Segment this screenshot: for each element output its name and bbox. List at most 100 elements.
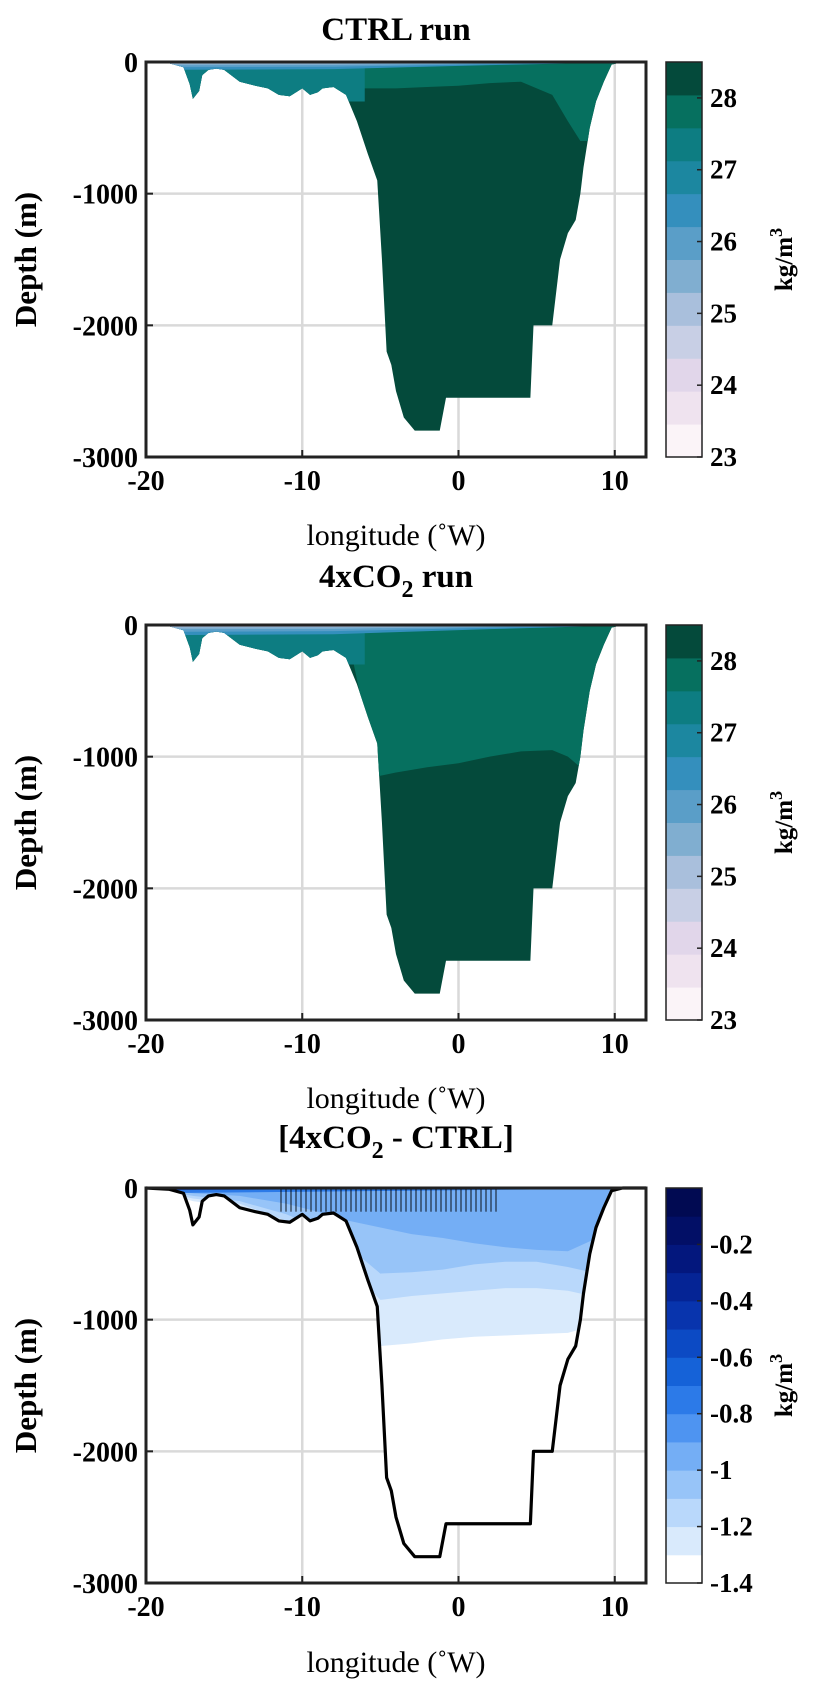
colorbar-label: kg/m3 — [766, 1354, 798, 1417]
colorbar-segment — [666, 226, 702, 260]
colorbar-label: kg/m3 — [766, 228, 798, 291]
colorbar-tick-label: -0.2 — [710, 1229, 753, 1259]
colorbar-tick-label: 26 — [710, 790, 737, 820]
colorbar-segment — [666, 1300, 702, 1330]
colorbar-segment — [666, 1244, 702, 1274]
colorbar-segment — [666, 424, 702, 458]
colorbar-segment — [666, 1413, 702, 1443]
chart-title: [4xCO2 - CTRL] — [278, 1120, 514, 1164]
colorbar-segment — [666, 1188, 702, 1217]
water-section — [146, 625, 646, 994]
y-axis-label: Depth (m) — [8, 1318, 43, 1453]
colorbar-label: kg/m3 — [766, 791, 798, 854]
x-tick-label: 10 — [601, 1029, 629, 1060]
colorbar-segment — [666, 1357, 702, 1386]
colorbar-segment — [666, 94, 702, 129]
panel-difference: [4xCO2 - CTRL] -20 -10 0 10 0 -1000 -2000 -3000 l… — [8, 1120, 798, 1679]
colorbar-tick-label: 24 — [710, 933, 737, 963]
colorbar-segment — [666, 657, 702, 692]
bathymetry-outline — [145, 1186, 646, 1559]
colorbar-tick-label: -0.4 — [710, 1286, 753, 1316]
colorbar-segment — [666, 325, 702, 359]
colorbar-frame — [665, 61, 703, 458]
x-tick-label: 0 — [452, 466, 466, 497]
colorbar-segment — [666, 822, 702, 856]
panel-ctrl: CTRL run -20 -10 0 10 0 -1000 -2000 -3000 longitu… — [8, 12, 798, 552]
y-tick-label: -1000 — [73, 180, 138, 211]
colorbar-segment — [666, 127, 702, 162]
x-axis-label: longitude (˚W) — [306, 1082, 485, 1115]
colorbar-tick-label: -1.4 — [710, 1568, 753, 1598]
colorbar-tick-label: -1.2 — [710, 1512, 753, 1542]
x-tick-label: 10 — [601, 1592, 629, 1623]
colorbar-segment — [666, 625, 702, 659]
colorbar-tick-label: 25 — [710, 861, 737, 891]
y-tick-label: 0 — [124, 48, 138, 79]
x-axis-label: longitude (˚W) — [306, 519, 485, 552]
chart-title: CTRL run — [321, 12, 470, 48]
colorbar-segment — [666, 193, 702, 228]
colorbar-tick-label: 26 — [710, 227, 737, 257]
panel-4xco2: 4xCO2 run -20 -10 0 10 0 -1000 -2000 -3000 longit… — [8, 559, 798, 1115]
colorbar-frame — [665, 624, 703, 1021]
colorbar-segment — [666, 62, 702, 96]
colorbar-tick-label: 24 — [710, 370, 737, 400]
colorbar-tick-label: 23 — [710, 442, 737, 472]
colorbar-segment — [666, 1470, 702, 1499]
colorbar-segment — [666, 723, 702, 758]
y-tick-label: 0 — [124, 611, 138, 642]
colorbar-segment — [666, 954, 702, 988]
colorbar-segment — [666, 756, 702, 791]
y-tick-label: -3000 — [73, 1569, 138, 1600]
hatched-region — [278, 1188, 498, 1212]
colorbar-segment — [666, 1329, 702, 1358]
x-tick-label: 10 — [601, 466, 629, 497]
colorbar-segment — [666, 1526, 702, 1556]
colorbar-segment — [666, 1441, 702, 1471]
x-tick-label: -20 — [127, 1592, 164, 1623]
colorbar-segment — [666, 921, 702, 955]
colorbar-tick-label: 25 — [710, 298, 737, 328]
chart-title: 4xCO2 run — [319, 559, 473, 603]
colorbar-tick-label: -0.6 — [710, 1342, 753, 1372]
x-tick-label: -20 — [127, 1029, 164, 1060]
intermediate-water-region — [146, 625, 646, 777]
colorbar-segment — [666, 987, 702, 1021]
colorbar-segment — [666, 888, 702, 922]
colorbar-tick-label: -1 — [710, 1455, 733, 1485]
colorbar-segment — [666, 292, 702, 326]
colorbar-segment — [666, 1498, 702, 1528]
y-tick-label: -3000 — [73, 1006, 138, 1037]
colorbar-segment — [666, 1272, 702, 1302]
y-tick-label: -2000 — [73, 874, 138, 905]
water-section — [146, 62, 646, 431]
axes-box — [144, 623, 648, 1022]
colorbar-segment — [666, 391, 702, 425]
colorbar-segment — [666, 789, 702, 823]
x-tick-label: 0 — [452, 1592, 466, 1623]
colorbar-segment — [666, 855, 702, 889]
colorbar-tick-label: -0.8 — [710, 1399, 753, 1429]
y-tick-label: -1000 — [73, 1306, 138, 1337]
colorbar-segment — [666, 1385, 702, 1415]
axes-box — [144, 60, 648, 459]
colorbar-segment — [666, 1216, 702, 1245]
y-tick-label: -2000 — [73, 311, 138, 342]
colorbar-segment — [666, 259, 702, 293]
x-tick-label: 0 — [452, 1029, 466, 1060]
y-axis-label: Depth (m) — [8, 192, 43, 327]
axes-box — [144, 1186, 648, 1585]
colorbar-tick-label: 28 — [710, 83, 737, 113]
water-section — [146, 1188, 646, 1557]
x-tick-label: -10 — [284, 1029, 321, 1060]
y-tick-label: -1000 — [73, 743, 138, 774]
y-tick-label: -3000 — [73, 443, 138, 474]
colorbar-tick-label: 27 — [710, 718, 737, 748]
x-tick-label: -10 — [284, 1592, 321, 1623]
colorbar-segment — [666, 358, 702, 392]
y-tick-label: 0 — [124, 1174, 138, 1205]
colorbar-segment — [666, 690, 702, 725]
y-tick-label: -2000 — [73, 1437, 138, 1468]
anomaly-band — [146, 1188, 646, 1252]
